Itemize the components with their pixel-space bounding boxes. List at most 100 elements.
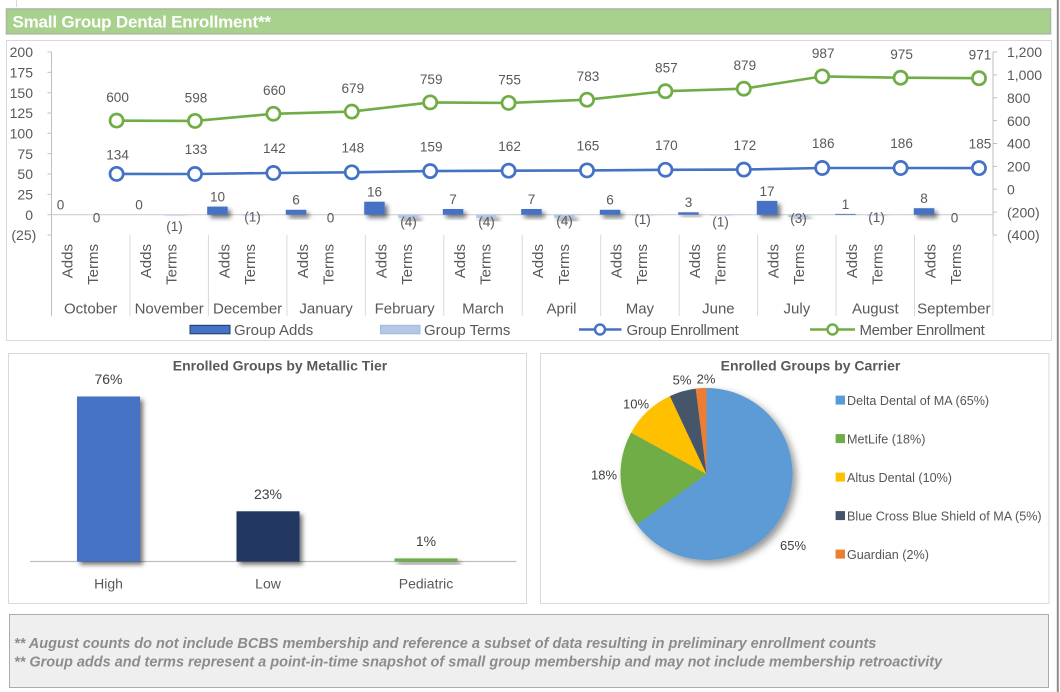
svg-text:23%: 23% <box>254 486 282 502</box>
svg-text:(3): (3) <box>790 211 807 226</box>
svg-text:0: 0 <box>951 211 959 226</box>
svg-text:Group Adds: Group Adds <box>234 322 313 339</box>
svg-text:170: 170 <box>655 138 678 153</box>
svg-text:** Group adds and terms repres: ** Group adds and terms represent a poin… <box>14 655 943 671</box>
svg-text:Terms: Terms <box>242 244 259 285</box>
svg-text:660: 660 <box>263 83 286 98</box>
svg-text:759: 759 <box>420 72 443 87</box>
svg-text:6: 6 <box>606 193 614 208</box>
svg-text:Adds: Adds <box>530 244 547 278</box>
svg-text:May: May <box>626 301 655 318</box>
svg-text:8: 8 <box>920 191 928 206</box>
svg-text:6: 6 <box>292 193 300 208</box>
svg-text:Terms: Terms <box>477 244 494 285</box>
svg-text:Adds: Adds <box>844 244 861 278</box>
svg-text:Terms: Terms <box>948 244 965 285</box>
svg-text:(4): (4) <box>556 213 573 228</box>
svg-text:March: March <box>462 301 504 318</box>
svg-text:Enrolled Groups by Carrier: Enrolled Groups by Carrier <box>721 358 901 374</box>
svg-text:65%: 65% <box>780 538 806 553</box>
svg-text:159: 159 <box>420 139 443 154</box>
svg-text:185: 185 <box>969 136 992 151</box>
svg-text:1: 1 <box>842 197 850 212</box>
svg-text:18%: 18% <box>591 468 617 483</box>
svg-text:0: 0 <box>327 211 335 226</box>
svg-text:Terms: Terms <box>85 244 102 285</box>
svg-text:July: July <box>784 301 811 318</box>
svg-text:Adds: Adds <box>216 244 233 278</box>
svg-text:Adds: Adds <box>766 244 783 278</box>
svg-text:148: 148 <box>341 141 364 156</box>
svg-text:April: April <box>546 301 576 318</box>
svg-text:November: November <box>135 301 204 318</box>
svg-text:(400): (400) <box>1007 227 1040 243</box>
svg-text:800: 800 <box>1007 90 1031 106</box>
svg-text:1%: 1% <box>416 533 436 549</box>
svg-text:(4): (4) <box>400 214 417 229</box>
svg-text:(1): (1) <box>868 210 885 225</box>
svg-text:Small Group Dental Enrollment*: Small Group Dental Enrollment** <box>13 12 272 31</box>
svg-text:Adds: Adds <box>923 244 940 278</box>
svg-text:Terms: Terms <box>320 244 337 285</box>
svg-text:Group Terms: Group Terms <box>424 322 510 339</box>
svg-text:Adds: Adds <box>295 244 312 278</box>
svg-text:17: 17 <box>759 184 774 199</box>
svg-text:(1): (1) <box>244 209 261 224</box>
svg-text:186: 186 <box>890 136 913 151</box>
svg-text:(1): (1) <box>712 214 729 229</box>
svg-text:Low: Low <box>255 575 282 591</box>
svg-text:Delta Dental of MA (65%): Delta Dental of MA (65%) <box>847 394 989 408</box>
svg-text:783: 783 <box>577 69 600 84</box>
svg-text:25: 25 <box>17 187 33 203</box>
svg-text:134: 134 <box>106 147 129 162</box>
svg-text:0: 0 <box>1007 181 1015 197</box>
svg-text:175: 175 <box>10 65 34 81</box>
svg-text:August: August <box>852 301 900 318</box>
svg-text:Adds: Adds <box>687 244 704 278</box>
svg-text:February: February <box>375 301 436 318</box>
svg-text:987: 987 <box>812 46 835 61</box>
svg-text:High: High <box>94 575 123 591</box>
svg-text:June: June <box>702 301 735 318</box>
svg-text:200: 200 <box>1007 159 1031 175</box>
svg-text:0: 0 <box>57 198 65 213</box>
svg-text:1,200: 1,200 <box>1007 44 1042 60</box>
svg-text:Altus Dental (10%): Altus Dental (10%) <box>847 471 952 485</box>
svg-text:0: 0 <box>93 211 101 226</box>
svg-text:Adds: Adds <box>452 244 469 278</box>
svg-text:10%: 10% <box>623 397 649 412</box>
svg-text:(4): (4) <box>478 214 495 229</box>
svg-text:0: 0 <box>135 198 143 213</box>
svg-text:975: 975 <box>890 47 913 62</box>
svg-text:2%: 2% <box>697 372 716 387</box>
svg-text:162: 162 <box>498 139 521 154</box>
svg-text:7: 7 <box>528 192 536 207</box>
svg-text:(25): (25) <box>11 227 36 243</box>
svg-text:0: 0 <box>25 207 33 223</box>
svg-text:(200): (200) <box>1007 204 1040 220</box>
svg-text:100: 100 <box>10 126 34 142</box>
svg-text:Group Enrollment: Group Enrollment <box>627 322 740 339</box>
svg-text:Terms: Terms <box>634 244 651 285</box>
svg-text:165: 165 <box>577 139 600 154</box>
svg-text:Terms: Terms <box>164 244 181 285</box>
svg-text:Terms: Terms <box>870 244 887 285</box>
svg-text:Member Enrollment: Member Enrollment <box>860 322 986 339</box>
svg-text:Enrolled Groups by Metallic Ti: Enrolled Groups by Metallic Tier <box>173 358 388 374</box>
svg-text:(1): (1) <box>634 212 651 227</box>
svg-text:Terms: Terms <box>791 244 808 285</box>
svg-text:125: 125 <box>10 105 34 121</box>
svg-text:133: 133 <box>185 142 208 157</box>
svg-text:Pediatric: Pediatric <box>399 575 453 591</box>
svg-text:MetLife (18%): MetLife (18%) <box>847 432 925 446</box>
svg-text:10: 10 <box>210 190 226 205</box>
svg-text:600: 600 <box>106 90 129 105</box>
svg-text:September: September <box>917 301 990 318</box>
svg-text:(1): (1) <box>166 219 183 234</box>
svg-text:December: December <box>213 301 282 318</box>
svg-text:Terms: Terms <box>399 244 416 285</box>
svg-text:879: 879 <box>733 58 756 73</box>
svg-text:October: October <box>64 301 117 318</box>
svg-text:598: 598 <box>185 90 208 105</box>
svg-text:3: 3 <box>685 195 693 210</box>
